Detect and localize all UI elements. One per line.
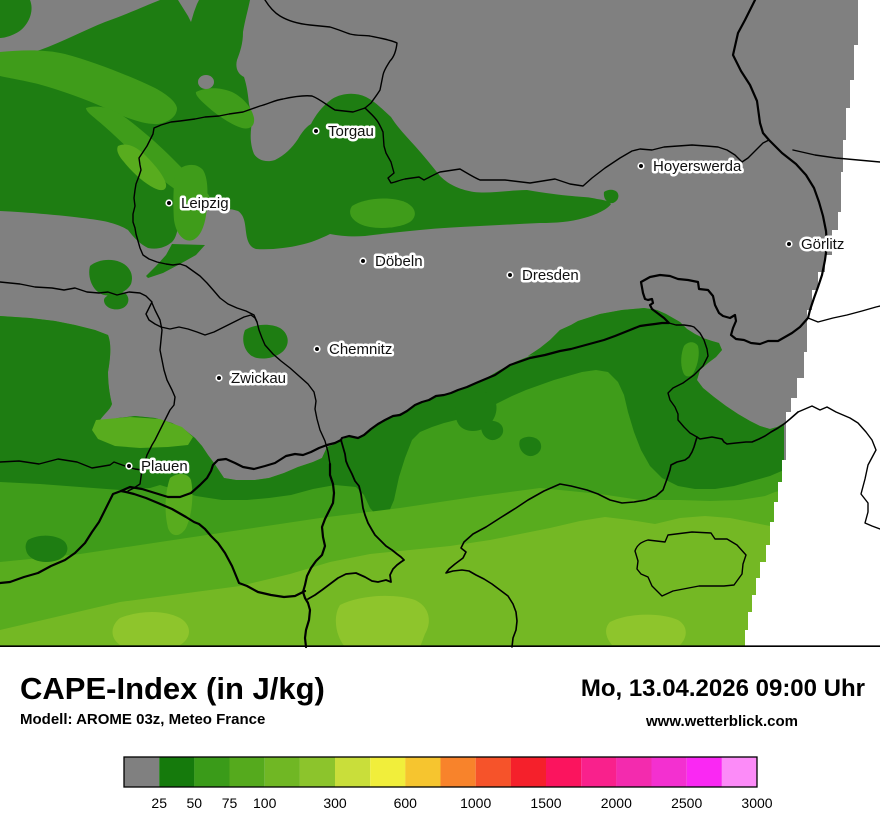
svg-text:Zwickau: Zwickau <box>231 370 286 387</box>
svg-text:www.wetterblick.com: www.wetterblick.com <box>645 713 798 730</box>
svg-text:25: 25 <box>151 795 167 811</box>
svg-text:Chemnitz: Chemnitz <box>329 341 392 358</box>
svg-text:600: 600 <box>394 795 418 811</box>
svg-text:Mo, 13.04.2026 09:00 Uhr: Mo, 13.04.2026 09:00 Uhr <box>581 675 865 702</box>
svg-text:1500: 1500 <box>530 795 561 811</box>
svg-text:75: 75 <box>222 795 238 811</box>
svg-text:Modell: AROME 03z, Meteo Franc: Modell: AROME 03z, Meteo France <box>20 711 265 728</box>
svg-text:100: 100 <box>253 795 277 811</box>
svg-text:Görlitz: Görlitz <box>801 236 844 253</box>
svg-text:2500: 2500 <box>671 795 702 811</box>
svg-text:50: 50 <box>187 795 203 811</box>
svg-text:Hoyerswerda: Hoyerswerda <box>653 158 742 175</box>
svg-text:Plauen: Plauen <box>141 458 188 475</box>
svg-text:Torgau: Torgau <box>328 123 374 140</box>
svg-text:3000: 3000 <box>741 795 772 811</box>
svg-text:1000: 1000 <box>460 795 491 811</box>
svg-text:300: 300 <box>323 795 347 811</box>
svg-text:Döbeln: Döbeln <box>375 253 423 270</box>
svg-text:2000: 2000 <box>601 795 632 811</box>
svg-text:Leipzig: Leipzig <box>181 195 229 212</box>
svg-text:CAPE-Index (in J/kg): CAPE-Index (in J/kg) <box>20 671 325 706</box>
svg-text:Dresden: Dresden <box>522 267 579 284</box>
